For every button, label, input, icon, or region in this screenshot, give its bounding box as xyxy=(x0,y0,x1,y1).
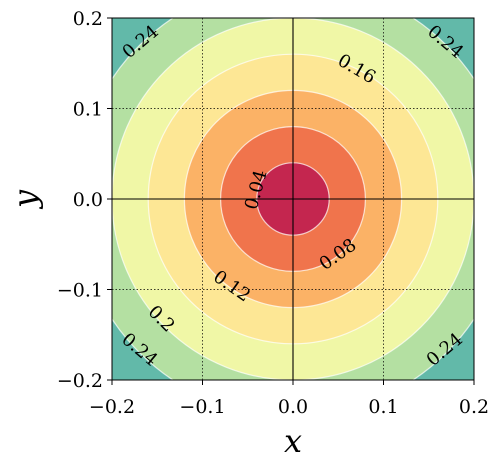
x-tick-label: 0.0 xyxy=(278,396,308,418)
zero-axis-lines xyxy=(112,18,474,380)
x-tick-label: −0.1 xyxy=(179,396,225,418)
x-tick-label: −0.2 xyxy=(89,396,135,418)
x-axis-label: x xyxy=(284,422,302,460)
y-tick-label: 0.2 xyxy=(73,8,103,30)
x-tick-label: 0.2 xyxy=(459,396,489,418)
y-axis-label: y xyxy=(6,189,44,210)
y-tick-label: 0.0 xyxy=(73,189,103,211)
y-tick-label: 0.1 xyxy=(73,99,103,121)
y-tick-label: −0.2 xyxy=(57,370,103,392)
x-tick-label: 0.1 xyxy=(368,396,398,418)
axis-ticks: −0.2 −0.1 0.0 0.1 0.2 −0.2 −0.1 0.0 0.1 0.2 xyxy=(57,8,489,418)
y-tick-label: −0.1 xyxy=(57,280,103,302)
